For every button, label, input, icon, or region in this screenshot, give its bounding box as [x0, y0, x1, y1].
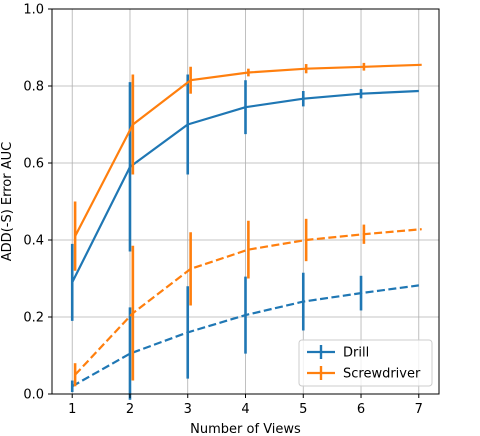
y-tick-label: 0.4 — [23, 234, 44, 249]
legend: Drill Screwdriver — [298, 339, 433, 387]
series-screwdriver — [73, 62, 422, 271]
x-tick-label: 3 — [184, 402, 192, 417]
y-tick-label: 0.2 — [23, 311, 44, 326]
legend-entry-drill: Drill — [307, 345, 369, 361]
y-tick-label: 0.6 — [23, 157, 44, 172]
series-line — [74, 63, 422, 237]
legend-label: Drill — [343, 346, 369, 361]
series-dashed-3 — [73, 218, 422, 387]
series-dashed-2 — [70, 272, 419, 400]
legend-entry-screwdriver: Screwdriver — [307, 366, 421, 382]
x-tick-label: 2 — [126, 402, 134, 417]
series-drill — [70, 74, 419, 321]
ticks: 1 2 3 4 5 6 7 0.0 0.2 0.4 0.6 0.8 1.0 — [23, 3, 423, 418]
x-tick-label: 4 — [241, 402, 249, 417]
y-tick-label: 0.8 — [23, 80, 44, 95]
x-tick-label: 5 — [299, 402, 307, 417]
x-tick-label: 6 — [357, 402, 365, 417]
x-tick-label: 7 — [415, 402, 423, 417]
x-axis-label: Number of Views — [190, 422, 301, 436]
y-tick-label: 1.0 — [23, 3, 44, 18]
y-tick-label: 0.0 — [23, 388, 44, 403]
x-tick-label: 1 — [68, 402, 76, 417]
legend-label: Screwdriver — [343, 367, 421, 382]
series-layer — [70, 62, 422, 400]
y-axis-label: ADD(-S) Error AUC — [0, 142, 15, 261]
